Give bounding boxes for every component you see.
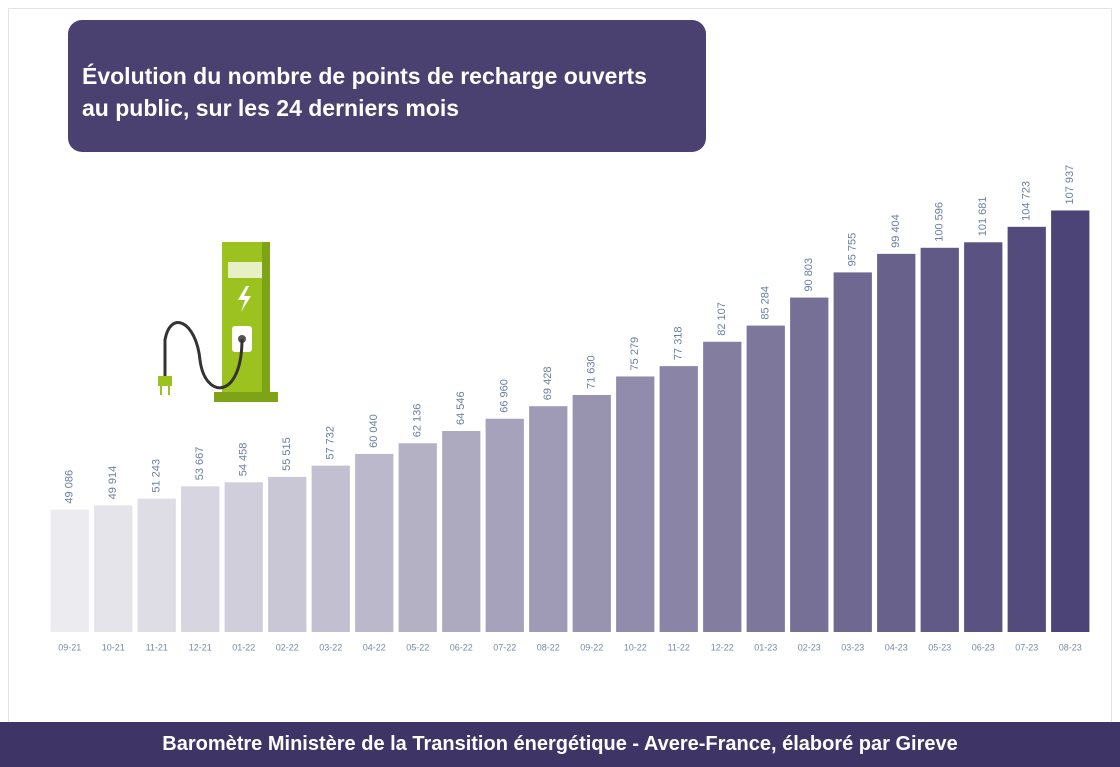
x-tick-label: 06-23 [972, 642, 995, 652]
x-tick-label: 03-22 [319, 642, 342, 652]
bar [573, 395, 611, 632]
x-tick-label: 11-22 [668, 642, 690, 652]
x-tick-label: 10-21 [102, 642, 125, 652]
bar [877, 254, 915, 632]
value-label: 54 458 [238, 443, 250, 477]
x-tick-label: 03-23 [841, 642, 864, 652]
value-label: 77 318 [673, 326, 685, 360]
value-label: 49 914 [107, 466, 119, 500]
chart: 09-21 49 086 10-21 49 914 11-21 51 243 12-21 53… [0, 0, 1120, 720]
value-label: 64 546 [455, 391, 467, 425]
value-label: 107 937 [1064, 165, 1076, 205]
x-tick-label: 12-22 [711, 642, 734, 652]
x-tick-label: 09-21 [58, 642, 81, 652]
x-tick-label: 12-21 [189, 642, 212, 652]
x-tick-label: 02-22 [276, 642, 299, 652]
bar [747, 326, 785, 632]
x-tick-label: 05-22 [406, 642, 429, 652]
x-tick-label: 07-23 [1015, 642, 1038, 652]
value-label: 104 723 [1021, 181, 1033, 221]
bar [921, 248, 959, 632]
bar [94, 505, 132, 632]
x-tick-label: 08-22 [537, 642, 560, 652]
bar [703, 342, 741, 632]
x-tick-label: 11-21 [146, 642, 168, 652]
bar [268, 477, 306, 632]
bar [529, 406, 567, 632]
bar [660, 366, 698, 632]
value-label: 95 755 [847, 233, 859, 267]
bar [225, 482, 263, 632]
bar [312, 466, 350, 632]
bar [442, 431, 480, 632]
value-label: 101 681 [977, 197, 989, 237]
value-label: 60 040 [368, 414, 380, 448]
x-tick-label: 04-22 [363, 642, 386, 652]
value-label: 71 630 [586, 355, 598, 389]
value-label: 85 284 [760, 286, 772, 320]
value-label: 69 428 [542, 367, 554, 401]
value-label: 90 803 [803, 258, 815, 292]
x-tick-label: 06-22 [450, 642, 473, 652]
value-label: 66 960 [499, 379, 511, 413]
bar [51, 510, 89, 632]
value-label: 99 404 [890, 214, 902, 248]
value-label: 82 107 [716, 302, 728, 336]
bar [399, 443, 437, 632]
x-tick-label: 01-23 [754, 642, 777, 652]
value-label: 57 732 [325, 426, 337, 460]
value-label: 55 515 [281, 437, 293, 471]
value-label: 51 243 [151, 459, 163, 493]
bar [616, 376, 654, 632]
page: Évolution du nombre de points de recharg… [0, 0, 1120, 767]
x-tick-label: 01-22 [232, 642, 255, 652]
bar [1051, 210, 1089, 632]
x-tick-label: 08-23 [1059, 642, 1082, 652]
charging-station-icon [158, 242, 278, 402]
x-tick-label: 09-22 [580, 642, 603, 652]
bar [486, 419, 524, 632]
value-label: 49 086 [64, 470, 76, 504]
value-label: 100 596 [934, 202, 946, 242]
value-label: 53 667 [194, 447, 206, 481]
x-tick-label: 04-23 [885, 642, 908, 652]
x-tick-label: 10-22 [624, 642, 647, 652]
value-label: 75 279 [629, 337, 641, 371]
bar [790, 298, 828, 632]
bar [138, 499, 176, 632]
x-tick-label: 02-23 [798, 642, 821, 652]
x-tick-label: 05-23 [928, 642, 951, 652]
x-tick-label: 07-22 [493, 642, 516, 652]
bar [834, 272, 872, 632]
bar [964, 242, 1002, 632]
value-label: 62 136 [412, 404, 424, 438]
bar [1008, 227, 1046, 632]
source: Baromètre Ministère de la Transition éne… [0, 722, 1120, 767]
bar [355, 454, 393, 632]
bar [181, 486, 219, 632]
